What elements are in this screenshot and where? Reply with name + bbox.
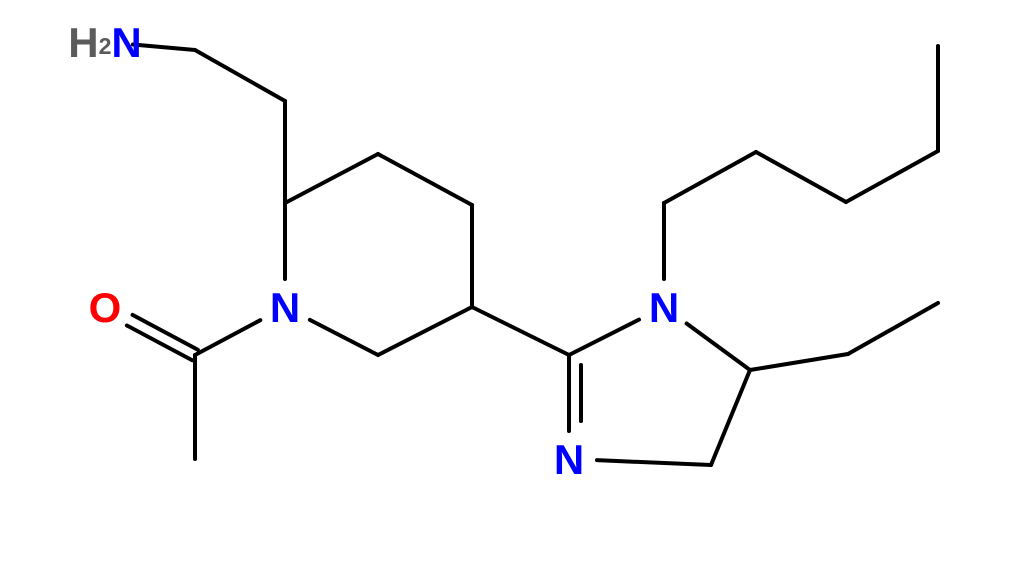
- n-atom-label: H2N: [68, 19, 142, 66]
- n-atom-label: N: [554, 436, 584, 483]
- bonds-layer: [127, 44, 938, 465]
- molecule-diagram: O N H2N N N: [0, 0, 1021, 568]
- atoms-layer: O N H2N N N: [68, 19, 679, 483]
- n-atom-label: N: [649, 284, 679, 331]
- n-atom-label: N: [270, 284, 300, 331]
- o-atom-label: O: [89, 284, 122, 331]
